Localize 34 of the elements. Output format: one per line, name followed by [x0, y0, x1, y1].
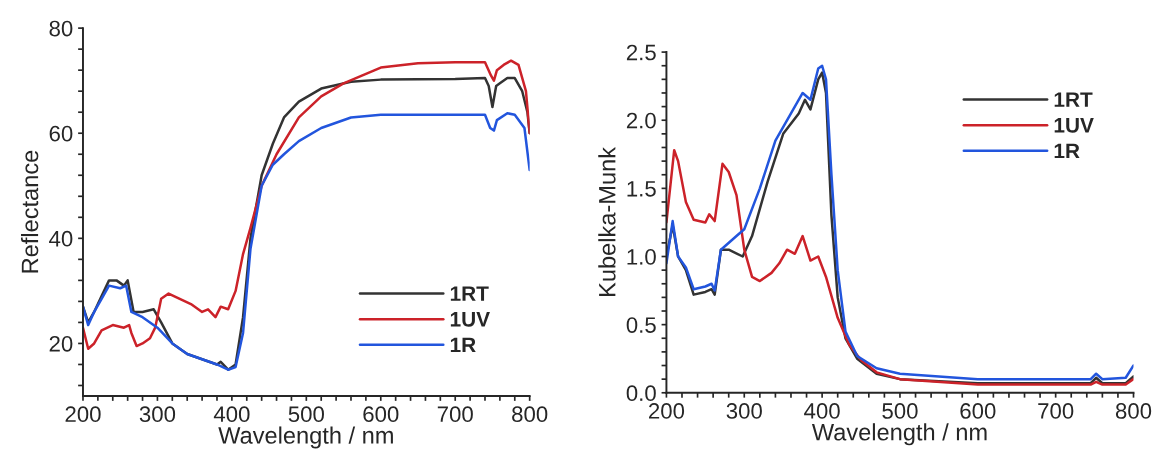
y-tick-label: 20 [49, 335, 73, 352]
x-tick-label: 600 [960, 403, 996, 419]
y-tick-label: 1.5 [627, 181, 656, 197]
x-tick-label: 200 [65, 406, 101, 423]
y-tick-label: 40 [49, 230, 73, 247]
y-axis-title: Reflectance [20, 150, 39, 273]
x-tick-label: 800 [512, 406, 548, 423]
legend-label: 1RT [1054, 92, 1093, 107]
x-tick-label: 200 [649, 403, 685, 419]
x-tick-label: 500 [882, 403, 918, 419]
x-tick-label: 700 [437, 406, 473, 423]
x-tick-label: 600 [363, 406, 399, 423]
x-tick-label: 700 [1038, 403, 1074, 419]
y-tick-label: 60 [49, 125, 73, 142]
x-tick-label: 400 [804, 403, 840, 419]
y-tick-label: 2.0 [626, 112, 656, 129]
y-axis-title: Kubelka-Munk [598, 146, 616, 296]
x-tick-label: 400 [213, 406, 250, 423]
x-axis-title: Wavelength / nm [811, 423, 987, 446]
x-tick-label: 300 [139, 406, 176, 423]
legend-label: 1R [1054, 143, 1080, 159]
x-tick-label: 300 [726, 403, 762, 419]
y-tick-label: 0.5 [626, 317, 656, 333]
y-tick-label: 2.5 [626, 44, 656, 61]
legend-label: 1UV [450, 312, 490, 327]
x-axis-title: Wavelength / nm [218, 426, 393, 449]
y-tick-label: 0.0 [626, 385, 656, 402]
y-tick-label: 1.0 [627, 249, 656, 265]
legend-label: 1R [450, 337, 476, 353]
legend-label: 1UV [1054, 118, 1094, 133]
y-tick-label: 80 [49, 20, 73, 37]
x-tick-label: 800 [1115, 403, 1152, 419]
legend-label: 1RT [450, 286, 489, 301]
x-tick-label: 500 [288, 406, 324, 423]
